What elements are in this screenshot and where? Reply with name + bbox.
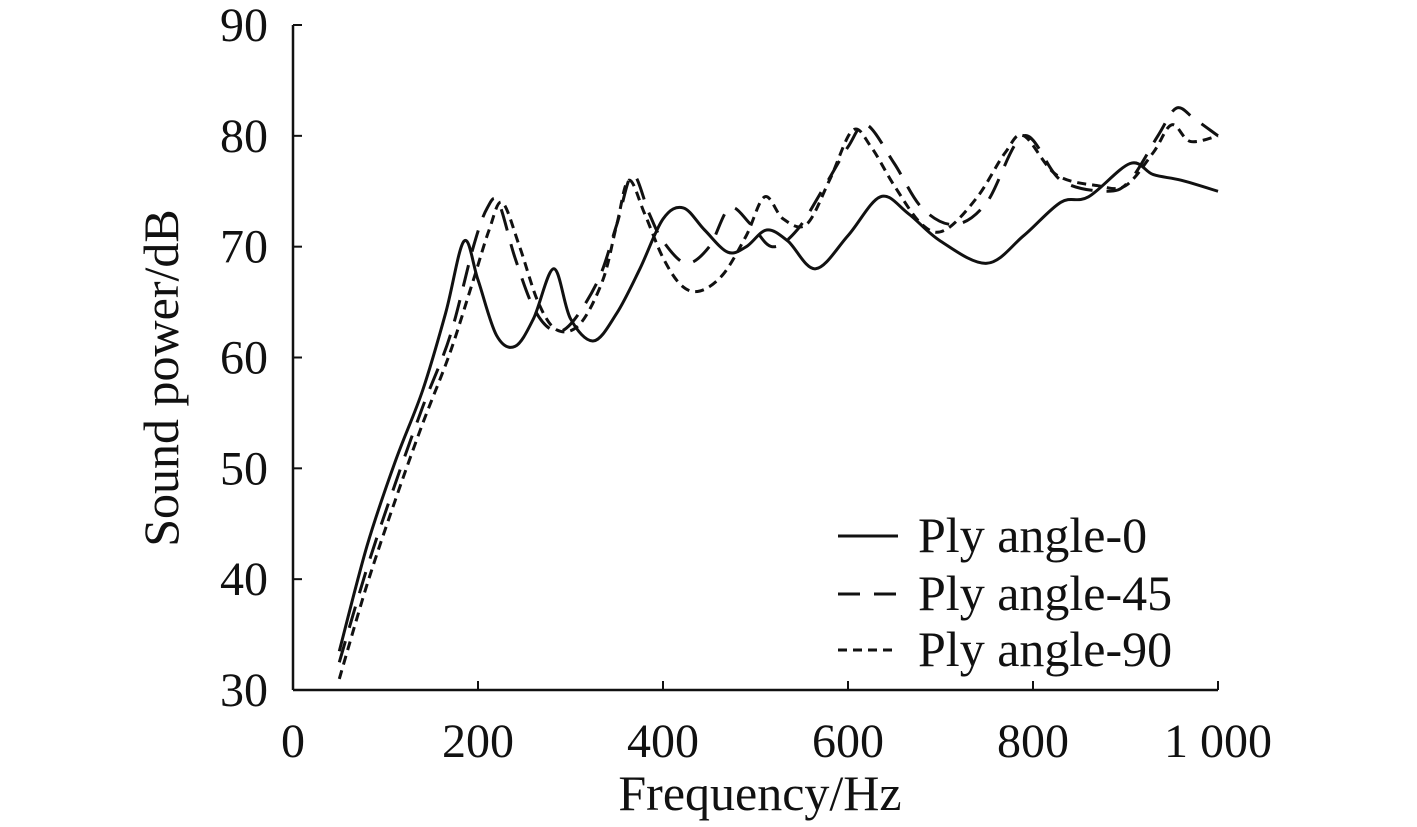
series-line-dotted xyxy=(337,123,1219,680)
x-tick-label: 1 000 xyxy=(1164,715,1272,768)
y-tick-label: 80 xyxy=(220,110,268,163)
y-ticks: 30 40 50 60 70 80 90 xyxy=(220,0,302,717)
legend-label: Ply angle-0 xyxy=(918,507,1147,563)
legend: Ply angle-0 Ply angle-45 Ply angle-90 xyxy=(838,507,1172,677)
y-axis-label: Sound power/dB xyxy=(133,209,189,547)
y-tick-label: 40 xyxy=(220,553,268,606)
x-tick-label: 600 xyxy=(812,715,884,768)
legend-item: Ply angle-0 xyxy=(838,507,1147,563)
y-tick-label: 70 xyxy=(220,221,268,274)
y-tick-label: 50 xyxy=(220,442,268,495)
series-line-dashed xyxy=(337,106,1219,663)
legend-item: Ply angle-90 xyxy=(838,621,1172,677)
y-tick-label: 30 xyxy=(220,664,268,717)
legend-label: Ply angle-90 xyxy=(918,621,1172,677)
x-axis-label: Frequency/Hz xyxy=(618,765,901,821)
y-tick-label: 60 xyxy=(220,332,268,385)
series-group xyxy=(337,106,1219,680)
series-line-solid xyxy=(337,161,1219,652)
y-tick-label: 90 xyxy=(220,0,268,52)
legend-label: Ply angle-45 xyxy=(918,565,1172,621)
x-tick-label: 400 xyxy=(627,715,699,768)
x-tick-label: 200 xyxy=(442,715,514,768)
x-tick-label: 0 xyxy=(281,715,305,768)
x-tick-label: 800 xyxy=(997,715,1069,768)
legend-item: Ply angle-45 xyxy=(838,565,1172,621)
x-ticks: 0 200 400 600 800 1 000 xyxy=(281,681,1272,768)
